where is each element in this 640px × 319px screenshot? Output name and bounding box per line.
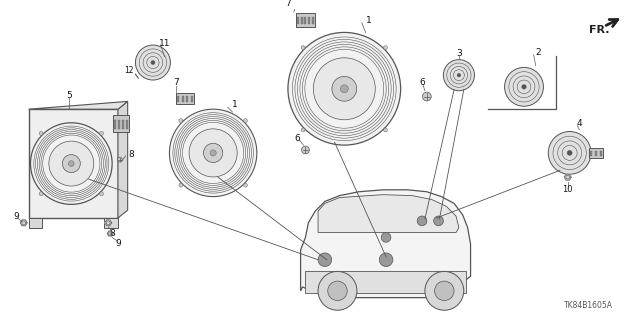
Circle shape — [288, 33, 401, 145]
Bar — [191, 96, 193, 102]
Circle shape — [340, 85, 348, 93]
Bar — [312, 17, 314, 24]
Text: 9: 9 — [115, 239, 121, 248]
Polygon shape — [118, 101, 127, 218]
Bar — [118, 120, 120, 129]
Circle shape — [314, 58, 375, 120]
Bar — [301, 17, 303, 24]
Circle shape — [100, 131, 104, 135]
Bar — [114, 120, 116, 129]
Polygon shape — [301, 190, 470, 298]
Text: 7: 7 — [285, 0, 291, 8]
Circle shape — [328, 281, 347, 300]
Circle shape — [422, 92, 431, 101]
Circle shape — [380, 253, 393, 267]
Circle shape — [318, 253, 332, 267]
Text: 2: 2 — [536, 48, 541, 57]
Circle shape — [118, 157, 122, 162]
Circle shape — [301, 128, 305, 132]
Circle shape — [151, 60, 155, 65]
Circle shape — [170, 109, 257, 197]
Text: 6: 6 — [419, 78, 425, 87]
Text: 1: 1 — [365, 16, 371, 25]
Polygon shape — [29, 101, 127, 109]
Bar — [186, 96, 188, 102]
Bar — [177, 96, 179, 102]
Circle shape — [457, 73, 461, 77]
Circle shape — [504, 67, 543, 106]
Text: 4: 4 — [577, 119, 582, 128]
Circle shape — [243, 119, 248, 122]
Circle shape — [548, 131, 591, 174]
Bar — [296, 13, 315, 26]
Circle shape — [383, 46, 387, 49]
Circle shape — [31, 123, 112, 204]
Bar — [113, 115, 129, 132]
Circle shape — [444, 60, 474, 91]
Bar — [182, 96, 184, 102]
Circle shape — [179, 183, 183, 187]
Polygon shape — [20, 220, 27, 226]
Bar — [600, 151, 602, 156]
Text: 12: 12 — [124, 66, 133, 75]
Bar — [297, 17, 299, 24]
Circle shape — [301, 146, 309, 154]
Bar — [590, 151, 592, 156]
Bar — [176, 93, 194, 104]
Text: 6: 6 — [295, 134, 301, 143]
Circle shape — [62, 155, 80, 173]
Circle shape — [381, 233, 391, 242]
Text: 10: 10 — [563, 185, 573, 194]
Circle shape — [425, 271, 464, 310]
Bar — [305, 271, 466, 293]
Bar — [125, 120, 127, 129]
Polygon shape — [29, 218, 42, 228]
Circle shape — [318, 271, 357, 310]
Polygon shape — [105, 220, 111, 226]
Bar — [589, 148, 603, 158]
Bar — [305, 17, 307, 24]
Circle shape — [522, 85, 526, 89]
Polygon shape — [108, 231, 113, 236]
Bar — [308, 17, 310, 24]
Text: 3: 3 — [456, 49, 462, 58]
Circle shape — [434, 216, 444, 226]
Circle shape — [68, 161, 74, 167]
Text: FR.: FR. — [589, 26, 609, 35]
Text: 7: 7 — [173, 78, 179, 87]
Bar — [595, 151, 597, 156]
Circle shape — [210, 150, 216, 156]
Circle shape — [332, 76, 356, 101]
Text: 9: 9 — [13, 211, 19, 220]
Circle shape — [189, 129, 237, 177]
Polygon shape — [564, 174, 571, 180]
Circle shape — [179, 119, 183, 122]
Text: 8: 8 — [129, 150, 134, 159]
Circle shape — [204, 143, 223, 162]
Circle shape — [243, 183, 248, 187]
Circle shape — [136, 45, 170, 80]
Text: 11: 11 — [159, 39, 170, 48]
Circle shape — [301, 46, 305, 49]
FancyBboxPatch shape — [29, 109, 118, 218]
Text: 5: 5 — [67, 91, 72, 100]
Polygon shape — [104, 218, 118, 228]
Circle shape — [567, 150, 572, 155]
Bar — [122, 120, 124, 129]
Circle shape — [49, 141, 93, 186]
Text: 8: 8 — [109, 229, 115, 238]
Circle shape — [100, 192, 104, 196]
Circle shape — [417, 216, 427, 226]
Circle shape — [39, 131, 43, 135]
Text: TK84B1605A: TK84B1605A — [564, 301, 613, 310]
Circle shape — [39, 192, 43, 196]
Circle shape — [435, 281, 454, 300]
Text: 1: 1 — [232, 100, 237, 109]
Circle shape — [383, 128, 387, 132]
Polygon shape — [318, 195, 459, 233]
